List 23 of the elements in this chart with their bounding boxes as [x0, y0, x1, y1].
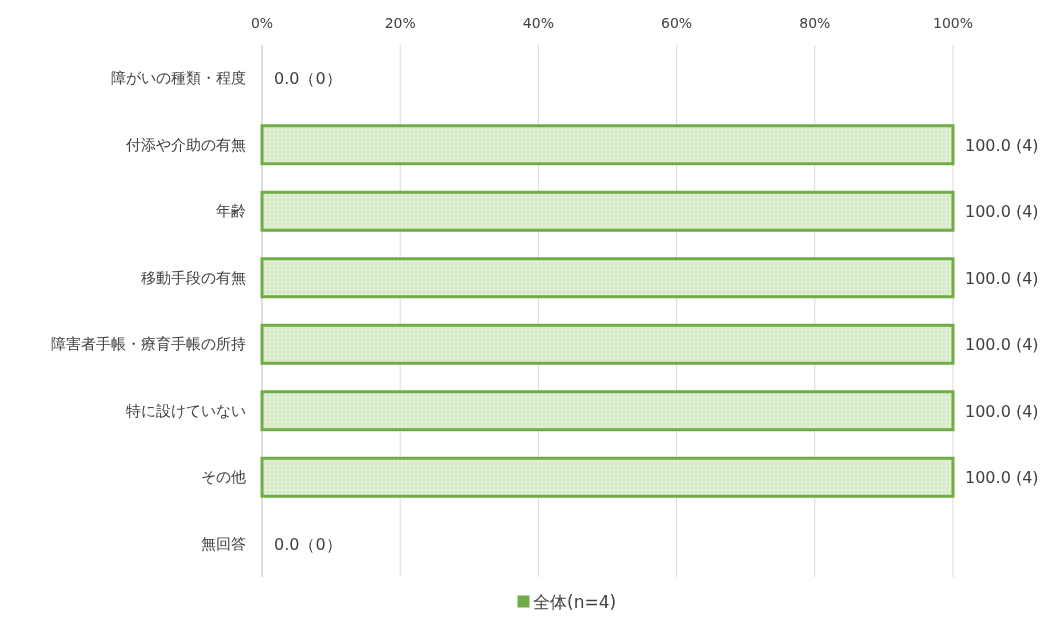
- data-label: 100.0 (4): [965, 268, 1039, 288]
- x-tick-label: 40%: [522, 15, 554, 31]
- y-tick-label: 年齢: [216, 202, 246, 221]
- x-tick-label: 100%: [932, 15, 974, 31]
- data-label: 100.0 (4): [965, 401, 1039, 421]
- data-label: 100.0 (4): [965, 335, 1039, 355]
- data-label: 100.0 (4): [965, 135, 1039, 155]
- data-label: 0.0（0）: [274, 69, 342, 89]
- y-tick-label: 付添や介助の有無: [125, 135, 246, 154]
- y-tick-label: 無回答: [201, 534, 246, 553]
- y-tick-label: 障がいの種類・程度: [111, 69, 246, 88]
- x-tick-label: 20%: [384, 15, 416, 31]
- data-label: 0.0（0）: [274, 534, 342, 554]
- legend: 全体(n=4): [517, 592, 617, 612]
- data-label: 100.0 (4): [965, 468, 1039, 488]
- x-tick-label: 0%: [250, 15, 274, 31]
- y-tick-label: 特に設けていない: [126, 401, 246, 420]
- x-tick-label: 80%: [799, 15, 831, 31]
- y-tick-label: 移動手段の有無: [141, 268, 246, 287]
- x-tick-label: 60%: [661, 15, 693, 31]
- y-tick-label: その他: [201, 468, 246, 487]
- y-tick-label: 障害者手帳・療育手帳の所持: [51, 335, 246, 354]
- data-label: 100.0 (4): [965, 202, 1039, 222]
